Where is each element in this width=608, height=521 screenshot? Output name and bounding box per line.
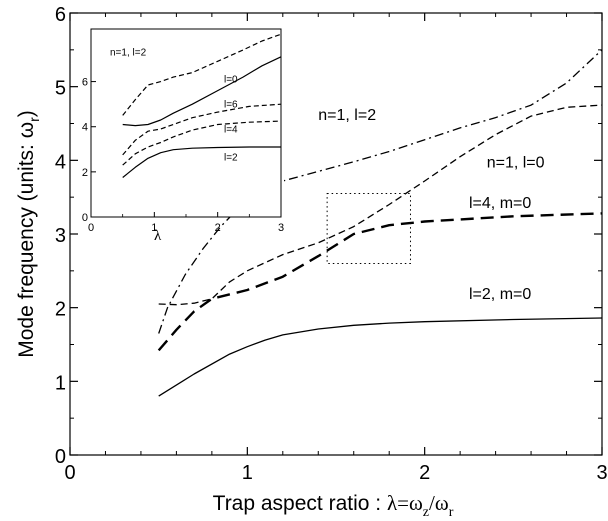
x-axis-label-slash: /ω	[429, 491, 449, 515]
x-tick-label: 2	[419, 462, 430, 484]
inset-series-line	[122, 103, 281, 156]
inset-y-tick-label: 6	[82, 77, 88, 89]
curve-label: n=1, l=2	[318, 107, 376, 124]
curve-label: l=2, m=0	[469, 286, 531, 303]
y-tick-label: 1	[55, 372, 66, 394]
series-line	[158, 104, 603, 306]
inset-x-tick-label: 3	[278, 222, 284, 234]
inset-curve-label: n=1, l=2	[110, 48, 147, 59]
series-line	[158, 317, 603, 397]
y-tick-label: 0	[55, 446, 66, 468]
y-axis-label-close: )	[15, 110, 38, 117]
curve-label: n=1, l=0	[487, 155, 545, 172]
inset-curve-label: l=0	[224, 75, 238, 86]
x-tick-label: 1	[242, 462, 253, 484]
inset-series-line	[122, 146, 281, 178]
inset-curve-label: l=6	[224, 100, 238, 111]
inset-curve-label: l=2	[224, 153, 238, 164]
inset-series-line	[122, 56, 281, 127]
inset-axis-ticks: 0 1 2 3 0 2 4 6	[82, 77, 284, 234]
x-axis-label: Trap aspect ratio : λ=ωz/ωr	[213, 491, 454, 520]
inset-x-tick-label: 1	[151, 222, 157, 234]
x-axis-label-prefix: Trap aspect ratio :	[213, 492, 387, 515]
inset-x-axis-label: λ	[154, 228, 162, 244]
inset-series-group	[122, 33, 281, 178]
y-axis-label: Mode frequency (units: ωr)	[15, 110, 42, 358]
main-axis-ticks: 0 1 2 3 0 1 2 3 4 5 6	[55, 4, 608, 484]
x-tick-label: 0	[64, 462, 75, 484]
inset-curve-labels: n=1, l=2 l=0 l=6 l=4 l=2	[110, 48, 238, 164]
inset-background	[88, 31, 284, 217]
inset-x-tick-label: 0	[88, 222, 94, 234]
highlight-box	[326, 192, 411, 264]
x-axis-label-sub-r: r	[449, 505, 454, 520]
inset-y-tick-label: 2	[82, 167, 88, 179]
inset-curve-label: l=4	[224, 124, 238, 135]
inset-series-line	[122, 120, 281, 166]
y-tick-label: 4	[55, 151, 66, 173]
main-series-group	[157, 49, 603, 397]
inset-y-tick-label: 0	[82, 212, 88, 224]
main-curve-labels: n=1, l=2 n=1, l=0 l=4, m=0 l=2, m=0	[318, 107, 544, 303]
y-tick-label: 3	[55, 225, 66, 247]
y-tick-label: 5	[55, 78, 66, 100]
inset-y-tick-label: 4	[82, 122, 88, 134]
x-axis-label-sub-z: z	[423, 505, 429, 520]
series-line	[157, 212, 603, 352]
x-axis-label-lambda: λ=ω	[387, 491, 423, 515]
y-tick-label: 2	[55, 299, 66, 321]
x-tick-label: 3	[596, 462, 607, 484]
y-axis-label-main: Mode frequency (units: ω	[15, 122, 38, 358]
inset-series-line	[122, 33, 281, 116]
curve-label: l=4, m=0	[469, 195, 531, 212]
series-line	[158, 49, 603, 334]
y-tick-label: 6	[55, 4, 66, 26]
y-axis-label-sub: r	[26, 117, 42, 122]
inset-x-tick-label: 2	[215, 222, 221, 234]
